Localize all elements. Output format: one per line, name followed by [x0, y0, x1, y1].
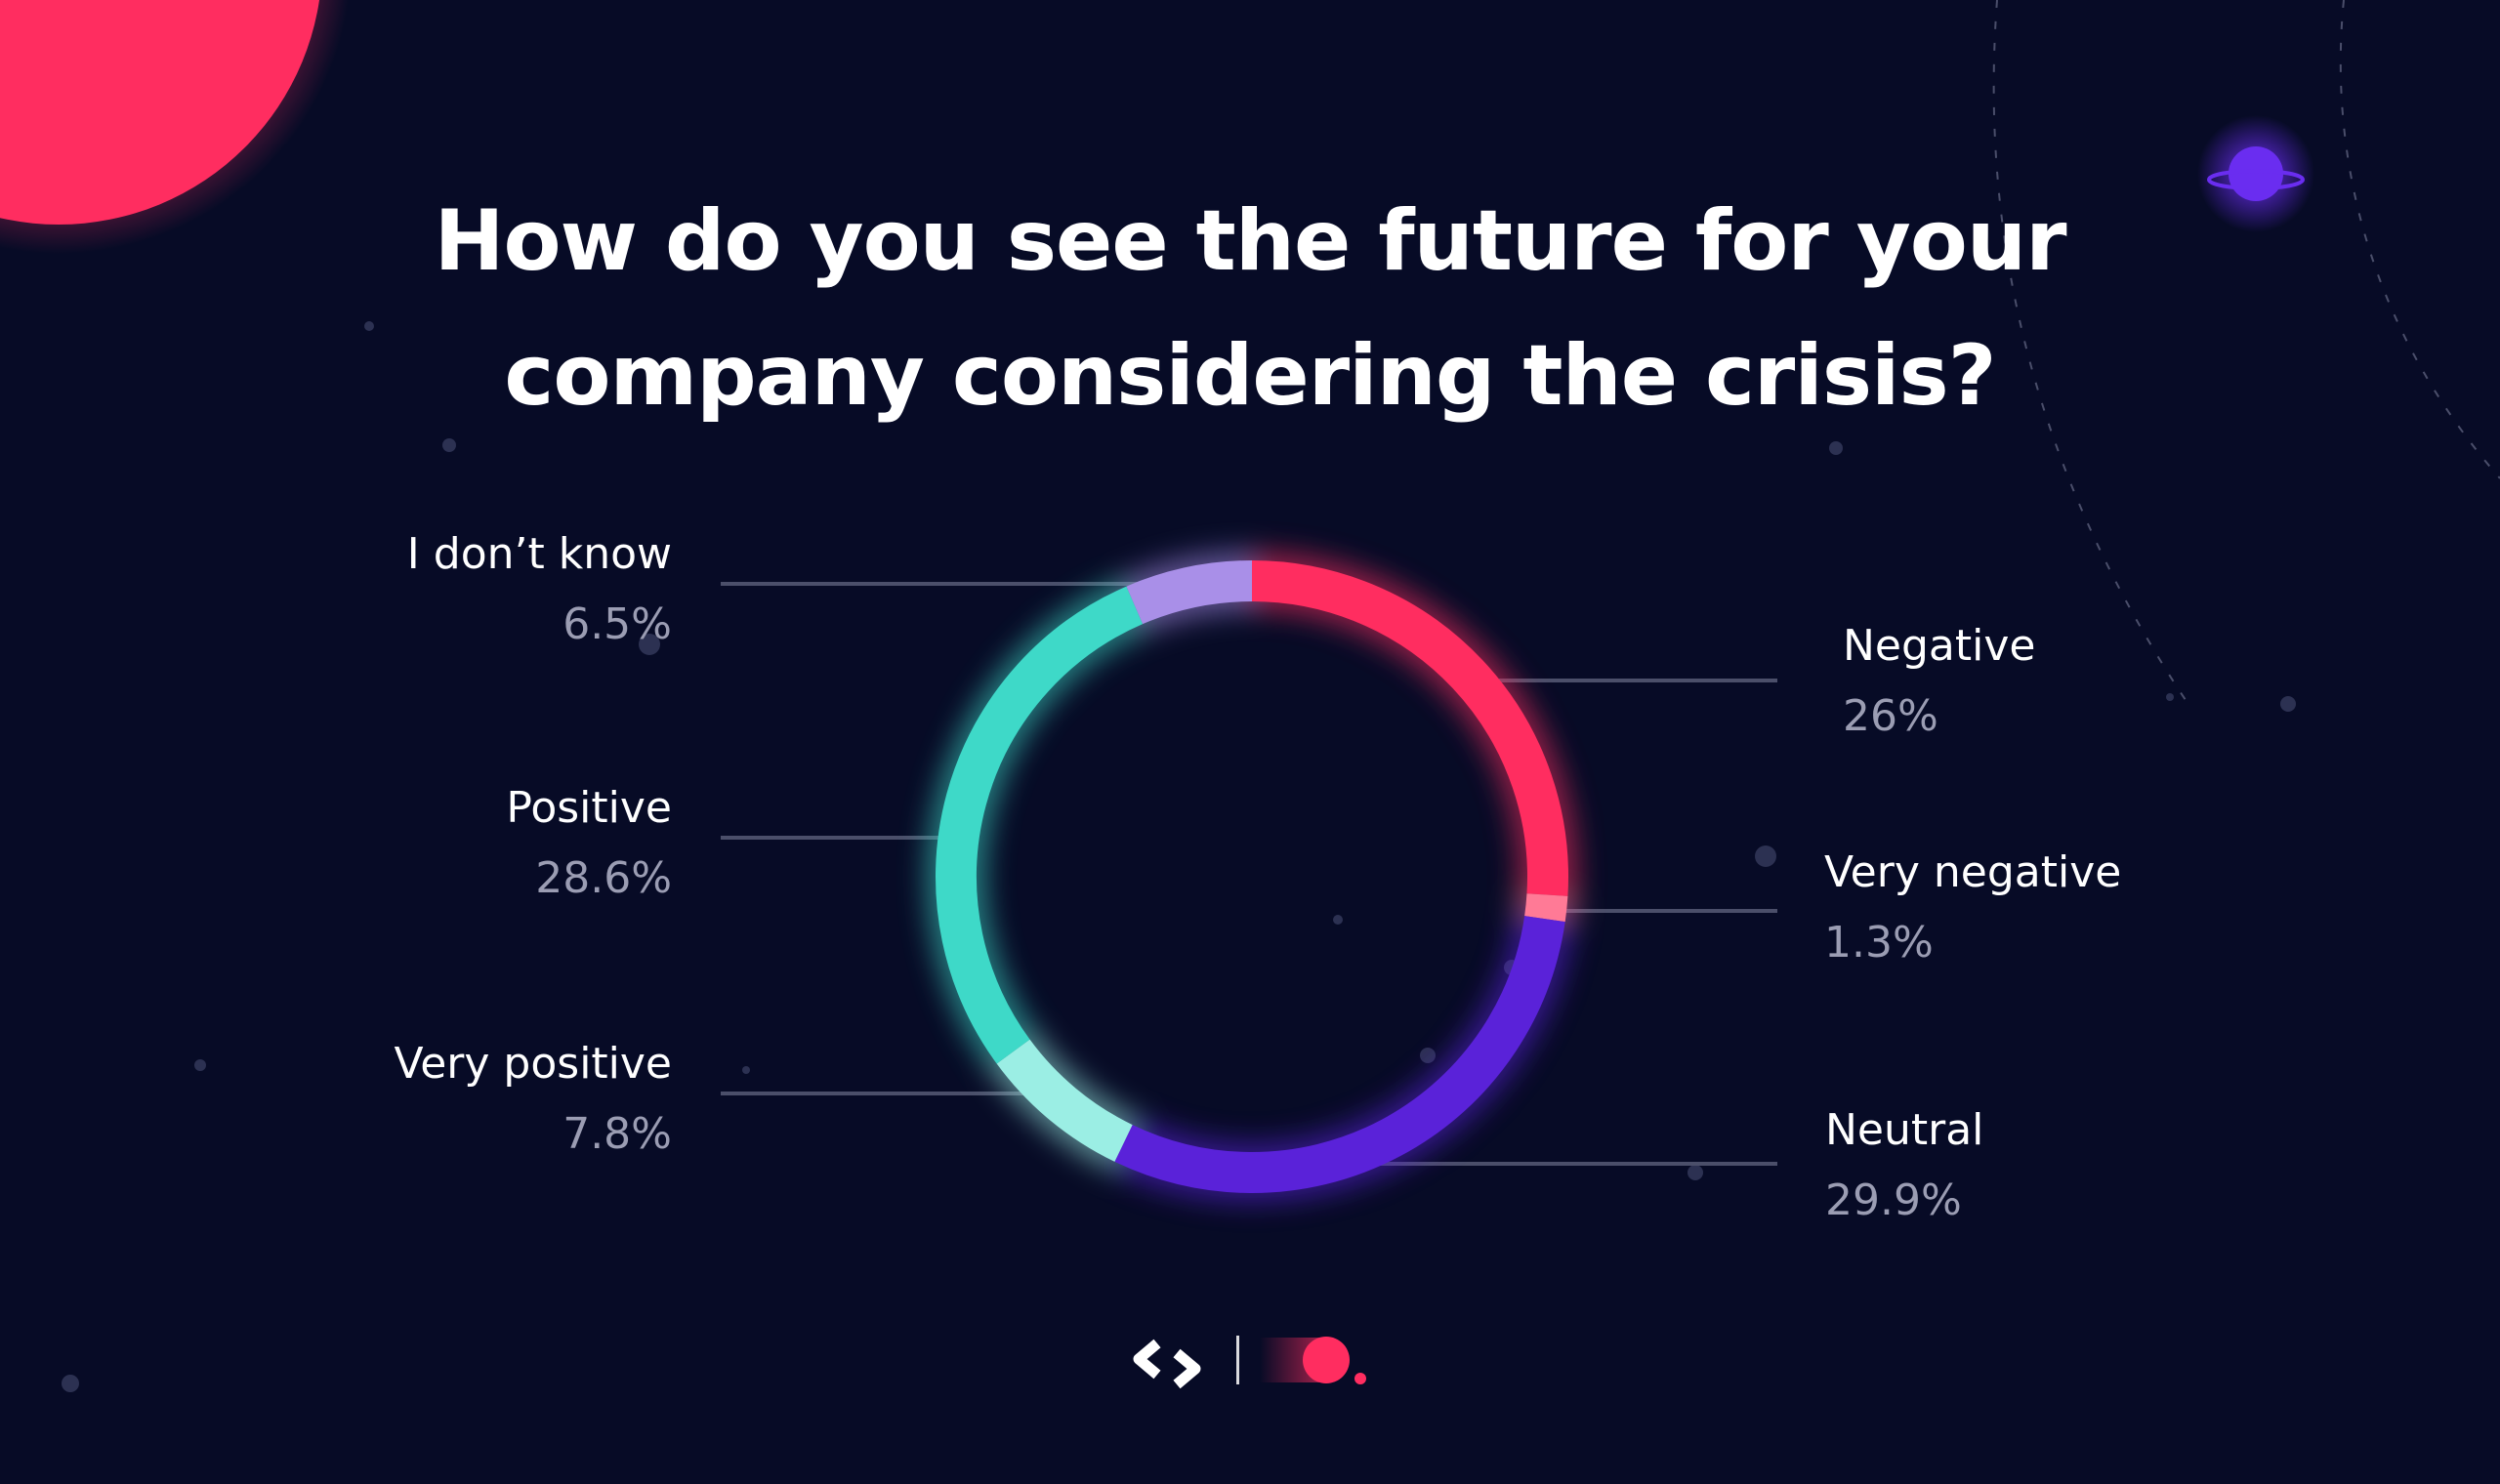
donut-chart: [936, 560, 1568, 1193]
orbit-line: [1992, 0, 2188, 704]
orbit-line: [2339, 0, 2500, 479]
slice-negative: [1251, 560, 1568, 896]
label-neutral: Neutral 29.9%: [1825, 1103, 1983, 1228]
label-name: Negative: [1843, 621, 2036, 671]
slice-neutral: [1114, 916, 1565, 1193]
label-name: Very positive: [394, 1039, 672, 1089]
brand-small-dot: [1354, 1373, 1366, 1384]
title-line-1: How do you see the future for your: [434, 192, 2066, 290]
label-very-positive: Very positive 7.8%: [395, 1037, 672, 1162]
slice-very-negative: [1524, 893, 1568, 923]
label-name: Very negative: [1824, 847, 2122, 897]
brand-dot-icon: [1303, 1337, 1350, 1383]
label-value: 1.3%: [1824, 918, 1934, 968]
background-stars: [62, 321, 2296, 1392]
label-name: Neutral: [1825, 1105, 1984, 1155]
slice-i-don-t-know: [1126, 560, 1253, 625]
label-value: 28.6%: [535, 853, 672, 903]
label-value: 29.9%: [1825, 1175, 1962, 1225]
label-dont-know: I don’t know 6.5%: [407, 527, 672, 652]
leader-lines: [721, 582, 1777, 1166]
label-value: 26%: [1843, 691, 1938, 741]
brand-chevron-icon: [1133, 1339, 1201, 1389]
logo-divider: [1236, 1336, 1239, 1384]
label-value: 6.5%: [562, 599, 672, 649]
label-name: Positive: [506, 783, 672, 833]
label-very-negative: Very negative 1.3%: [1824, 845, 2121, 970]
label-name: I don’t know: [406, 529, 672, 579]
label-value: 7.8%: [562, 1109, 672, 1159]
planet-icon: [2207, 146, 2305, 201]
slice-positive: [936, 586, 1144, 1064]
chart-title: How do you see the future for your compa…: [0, 174, 2500, 443]
slice-very-positive: [996, 1039, 1133, 1162]
label-positive: Positive 28.6%: [506, 781, 672, 906]
red-planet: [0, 0, 319, 225]
title-line-2: company considering the crisis?: [504, 327, 1996, 425]
label-negative: Negative 26%: [1843, 619, 2035, 744]
brand-logo: [1133, 1336, 1366, 1389]
